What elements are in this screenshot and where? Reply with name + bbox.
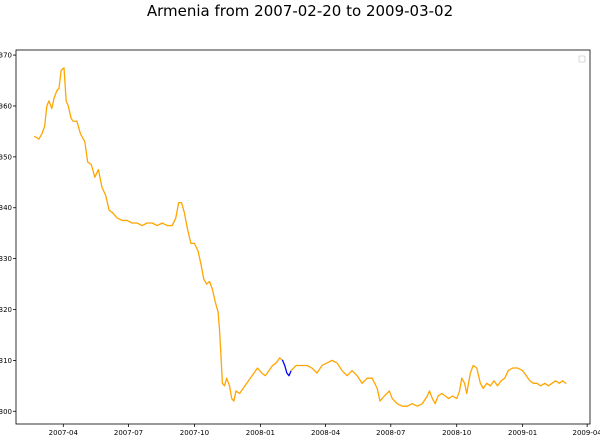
x-tick-label: 2007-10 (180, 429, 209, 437)
x-tick-label: 2008-04 (311, 429, 341, 437)
x-tick-label: 2007-07 (114, 429, 143, 437)
y-tick-label: 320 (0, 306, 12, 314)
x-tick-label: 2009-04 (573, 429, 600, 437)
y-tick-label: 370 (0, 52, 12, 60)
chart-title: Armenia from 2007-02-20 to 2009-03-02 (146, 2, 454, 20)
legend-box (578, 55, 586, 63)
series-line-2 (281, 359, 292, 377)
y-tick-label: 300 (0, 408, 12, 416)
axes: 2007-04 2007-07 2007-10 2008-01 2008-04 2008-… (0, 52, 600, 437)
x-tick-label: 2009-01 (508, 429, 537, 437)
x-tick-label: 2008-07 (376, 429, 405, 437)
y-tick-label: 310 (0, 357, 12, 365)
y-tick-label: 360 (0, 102, 12, 110)
y-tick-label: 340 (0, 204, 12, 212)
series-line-3 (290, 359, 567, 407)
x-tick-label: 2008-01 (246, 429, 275, 437)
series-line-1 (33, 67, 284, 402)
y-tick-label: 330 (0, 255, 12, 263)
y-tick-label: 350 (0, 153, 12, 161)
x-tick-label: 2007-04 (49, 429, 79, 437)
x-tick-label: 2008-10 (442, 429, 471, 437)
plot-area (15, 49, 591, 425)
series-lines (33, 67, 567, 407)
